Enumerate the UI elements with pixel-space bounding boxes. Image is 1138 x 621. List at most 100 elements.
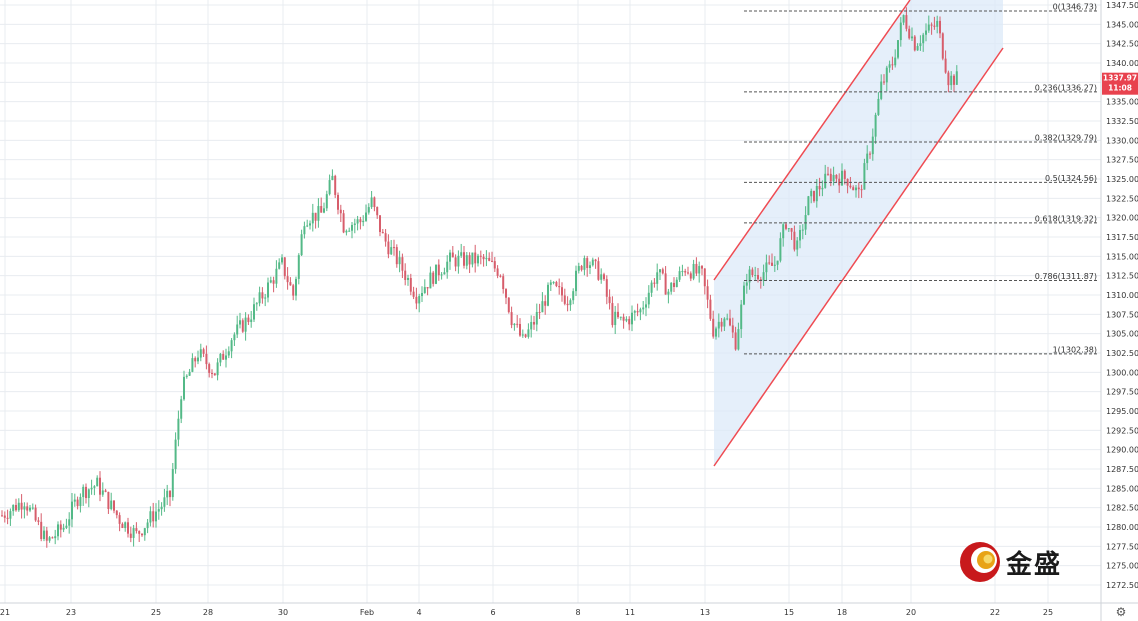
fib-level-label: 0(1346.73) <box>1053 2 1097 11</box>
candle-body <box>790 228 793 232</box>
candle-body <box>723 318 726 327</box>
channel-upper-line[interactable] <box>713 0 911 281</box>
y-tick-label: 1290.00 <box>1106 446 1138 455</box>
candle-body <box>443 272 446 275</box>
fib-level-label: 0.382(1329.79) <box>1035 133 1097 142</box>
fib-level-label: 0.618(1319.32) <box>1035 214 1097 223</box>
candle-body <box>440 274 443 276</box>
x-tick-label: 18 <box>837 608 847 617</box>
candle-body <box>941 33 944 59</box>
candle-body <box>143 528 146 536</box>
candle-body <box>583 258 586 270</box>
candle-body <box>860 189 863 191</box>
fib-level-label: 0.236(1336.27) <box>1035 83 1097 92</box>
candle-body <box>815 186 818 202</box>
candle-body <box>516 323 519 325</box>
candle-body <box>720 321 723 327</box>
x-tick-label: 15 <box>784 608 794 617</box>
candle-body <box>591 259 594 266</box>
candle-body <box>351 224 353 231</box>
candle-body <box>404 270 407 280</box>
candle-body <box>295 278 297 296</box>
candle-body <box>87 489 90 499</box>
candle-body <box>219 353 222 363</box>
candle-body <box>146 522 149 529</box>
candle-body <box>538 311 541 313</box>
candle-body <box>743 285 745 305</box>
candle-body <box>659 269 661 273</box>
y-tick-label: 1330.00 <box>1106 136 1138 145</box>
candle-body <box>600 274 603 280</box>
candle-body <box>183 376 185 400</box>
x-tick-label: 28 <box>203 608 213 617</box>
candle-body <box>342 213 345 233</box>
candle-body <box>866 153 869 164</box>
candle-body <box>468 255 471 265</box>
candle-body <box>731 325 734 333</box>
candle-body <box>306 225 309 227</box>
candle-body <box>572 291 575 301</box>
candle-body <box>745 282 748 286</box>
candle-body <box>12 504 15 512</box>
candle-body <box>398 257 401 265</box>
candle-body <box>225 355 227 360</box>
candle-body <box>849 185 852 188</box>
candle-body <box>897 40 899 58</box>
current-price-label: 1337.97 <box>1103 74 1137 83</box>
x-tick-label: 4 <box>416 608 421 617</box>
x-tick-label: 23 <box>66 608 76 617</box>
candle-body <box>457 255 460 267</box>
bar-countdown-label: 11:08 <box>1108 84 1132 93</box>
candle-body <box>594 259 597 262</box>
candle-body <box>639 309 642 313</box>
candle-body <box>692 263 695 279</box>
candle-body <box>911 36 913 39</box>
candle-body <box>737 329 740 350</box>
candle-body <box>771 262 773 266</box>
candle-body <box>15 504 17 511</box>
candle-body <box>124 522 127 529</box>
candle-body <box>292 285 295 296</box>
candle-body <box>533 321 535 325</box>
candle-body <box>429 272 432 289</box>
candle-body <box>264 297 267 299</box>
candle-body <box>885 67 888 83</box>
y-tick-label: 1335.00 <box>1106 98 1138 107</box>
candle-body <box>919 43 922 47</box>
candle-body <box>76 499 79 507</box>
candle-body <box>773 264 776 266</box>
candle-body <box>269 280 272 283</box>
y-tick-label: 1340.00 <box>1106 59 1138 68</box>
y-tick-label: 1275.00 <box>1106 562 1138 571</box>
candle-body <box>656 272 659 284</box>
gear-icon[interactable]: ⚙ <box>1115 605 1127 619</box>
candle-body <box>241 320 244 332</box>
candle-body <box>625 318 628 321</box>
candle-body <box>110 500 113 509</box>
candle-body <box>751 269 754 276</box>
candle-body <box>267 282 269 298</box>
candle-body <box>664 273 667 295</box>
candle-body <box>222 353 225 360</box>
candle-body <box>636 311 639 313</box>
channel-lower-line[interactable] <box>713 47 1004 467</box>
candle-body <box>871 136 874 155</box>
candle-body <box>535 311 538 325</box>
y-tick-label: 1302.50 <box>1106 349 1138 358</box>
candle-body <box>916 46 919 51</box>
candle-body <box>253 304 255 320</box>
candle-body <box>933 25 936 27</box>
candle-body <box>701 266 703 269</box>
candle-body <box>757 275 759 280</box>
candle-body <box>101 490 104 495</box>
candle-body <box>174 439 177 470</box>
candle-body <box>547 284 549 306</box>
candle-body <box>393 247 395 249</box>
candle-body <box>684 271 687 273</box>
candle-body <box>673 282 675 287</box>
candle-body <box>832 174 835 182</box>
y-tick-label: 1317.50 <box>1106 233 1138 242</box>
candle-body <box>43 530 45 539</box>
candle-body <box>561 287 563 296</box>
